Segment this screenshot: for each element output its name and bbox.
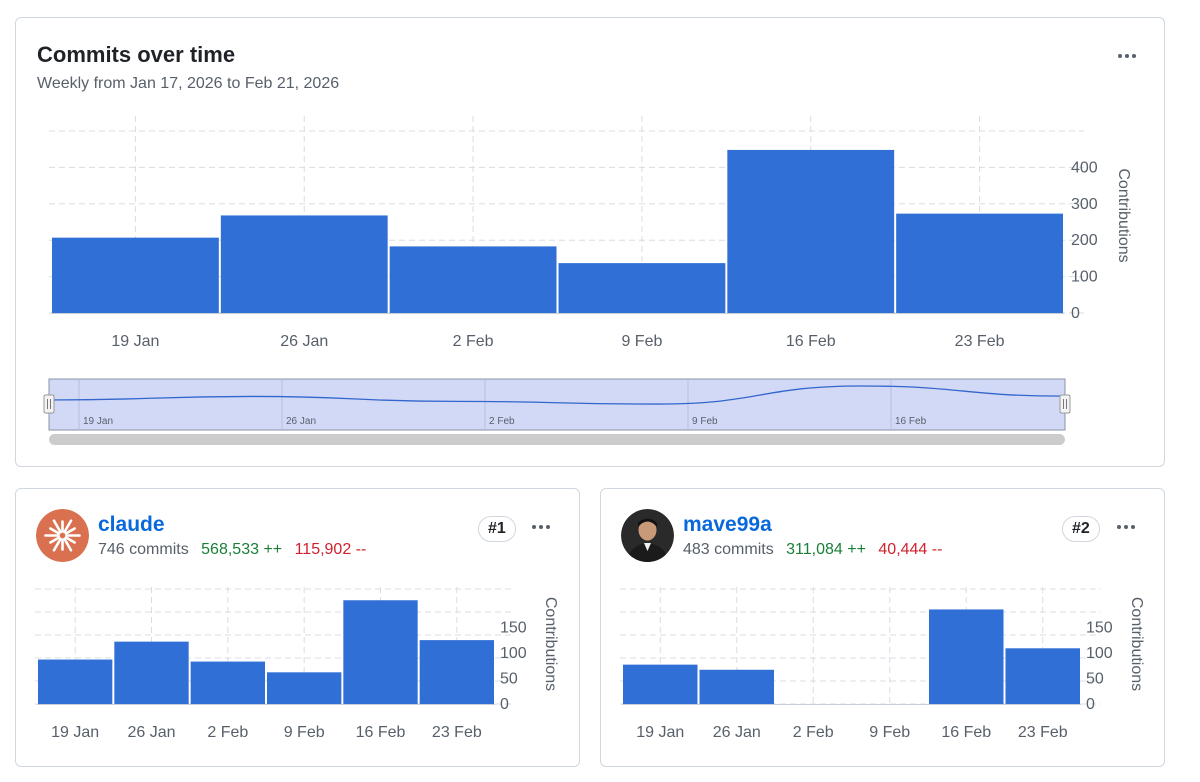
bar <box>929 609 1004 704</box>
y-tick-label: 150 <box>500 619 527 636</box>
y-tick-label: 150 <box>1086 619 1113 636</box>
x-tick-label: 9 Feb <box>621 333 662 350</box>
bar <box>190 661 265 704</box>
y-tick-label: 0 <box>1071 305 1080 322</box>
y-tick-label: 0 <box>500 696 509 713</box>
rank-badge: #2 <box>1062 516 1100 542</box>
bar <box>267 672 342 704</box>
contributor-username[interactable]: mave99a <box>683 513 772 536</box>
x-tick-label: 23 Feb <box>1018 724 1068 741</box>
navigator-handle[interactable] <box>1059 394 1071 414</box>
commits-over-time-card: 19 Jan 26 Jan 2 Feb 9 Feb 16 Feb 23 Feb 0 100 20… <box>15 17 1165 467</box>
bar <box>52 237 219 313</box>
navigator-window <box>48 378 1066 431</box>
bar <box>38 659 113 704</box>
contributor-card: 19 Jan 26 Jan 2 Feb 9 Feb 16 Feb 23 Feb 0 50 100… <box>15 488 580 767</box>
bar <box>699 669 774 704</box>
contributor-chart: 19 Jan 26 Jan 2 Feb 9 Feb 16 Feb 23 Feb 0 50 100… <box>620 587 1145 741</box>
bar <box>896 213 1063 313</box>
commit-count: 746 commits <box>98 541 189 558</box>
bar <box>419 640 494 704</box>
contributor-chart: 19 Jan 26 Jan 2 Feb 9 Feb 16 Feb 23 Feb 0 50 100… <box>35 587 559 741</box>
y-tick-label: 50 <box>1086 670 1104 687</box>
kebab-horizontal-icon[interactable] <box>1112 517 1140 537</box>
commits-chart: 19 Jan 26 Jan 2 Feb 9 Feb 16 Feb 23 Feb 0 100 20… <box>43 116 1132 445</box>
y-tick-label: 0 <box>1086 696 1095 713</box>
y-axis-title: Contributions <box>1115 168 1132 262</box>
bar <box>220 215 388 313</box>
y-tick-label: 100 <box>500 645 527 662</box>
x-tick-label: 19 Jan <box>111 333 159 350</box>
x-tick-label: 2 Feb <box>793 724 834 741</box>
bar <box>114 641 189 704</box>
y-tick-label: 400 <box>1071 159 1098 176</box>
x-tick-label: 23 Feb <box>432 724 482 741</box>
additions-count: 568,533 ++ <box>201 541 283 558</box>
navigator-handle[interactable] <box>43 394 55 414</box>
deletions-count: 40,444 -- <box>878 541 943 558</box>
x-tick-label: 2 Feb <box>453 333 494 350</box>
navigator-label: 16 Feb <box>895 416 927 427</box>
bar <box>389 246 557 313</box>
x-tick-label: 16 Feb <box>786 333 836 350</box>
rank-badge: #1 <box>478 516 516 542</box>
y-axis-title: Contributions <box>542 597 559 691</box>
bar <box>343 600 418 704</box>
y-tick-label: 50 <box>500 670 518 687</box>
bar <box>623 664 698 704</box>
kebab-horizontal-icon[interactable] <box>1113 46 1141 66</box>
x-tick-label: 26 Jan <box>280 333 328 350</box>
contributor-stats: 483 commits 311,084 ++ 40,444 -- <box>683 541 942 559</box>
contributor-stats: 746 commits 568,533 ++ 115,902 -- <box>98 541 366 559</box>
x-tick-label: 16 Feb <box>356 724 406 741</box>
user-photo-icon[interactable] <box>621 509 674 562</box>
navigator-label: 9 Feb <box>692 416 718 427</box>
x-tick-label: 26 Jan <box>713 724 761 741</box>
x-tick-label: 9 Feb <box>284 724 325 741</box>
chart-subtitle: Weekly from Jan 17, 2026 to Feb 21, 2026 <box>37 75 340 92</box>
scrollbar[interactable] <box>49 434 1065 445</box>
x-tick-label: 19 Jan <box>636 724 684 741</box>
y-tick-label: 200 <box>1071 232 1098 249</box>
deletions-count: 115,902 -- <box>294 541 367 558</box>
contributor-username[interactable]: claude <box>98 513 165 536</box>
commit-count: 483 commits <box>683 541 774 558</box>
kebab-horizontal-icon[interactable] <box>527 517 555 537</box>
x-tick-label: 16 Feb <box>941 724 991 741</box>
y-tick-label: 300 <box>1071 196 1098 213</box>
x-tick-label: 23 Feb <box>955 333 1005 350</box>
y-axis-title: Contributions <box>1128 597 1145 691</box>
navigator-series-line <box>48 385 1066 405</box>
additions-count: 311,084 ++ <box>786 541 866 558</box>
navigator-label: 2 Feb <box>489 416 515 427</box>
bar <box>558 263 726 313</box>
navigator-label: 19 Jan <box>83 416 113 427</box>
x-tick-label: 26 Jan <box>127 724 175 741</box>
contributor-card: 19 Jan 26 Jan 2 Feb 9 Feb 16 Feb 23 Feb 0 50 100… <box>600 488 1165 767</box>
x-tick-label: 9 Feb <box>869 724 910 741</box>
y-tick-label: 100 <box>1071 269 1098 286</box>
bar <box>727 149 895 313</box>
chart-title: Commits over time <box>37 42 236 67</box>
claude-sunburst-icon[interactable] <box>36 509 89 562</box>
x-tick-label: 19 Jan <box>51 724 99 741</box>
y-tick-label: 100 <box>1086 645 1113 662</box>
x-tick-label: 2 Feb <box>207 724 248 741</box>
navigator-label: 26 Jan <box>286 416 316 427</box>
bar <box>1005 648 1080 704</box>
